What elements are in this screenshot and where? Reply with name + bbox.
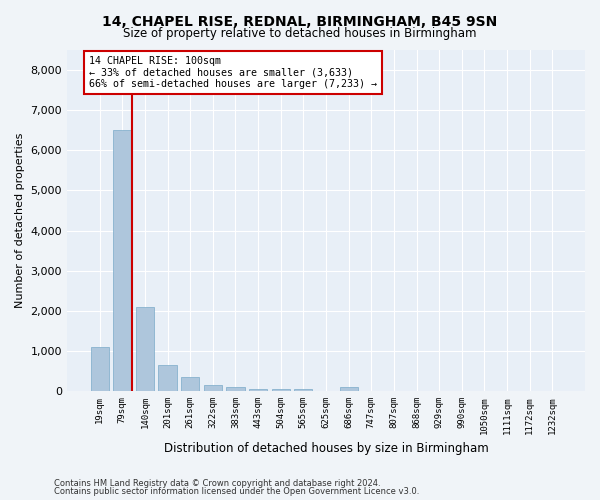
Bar	[295, 389, 313, 391]
Bar	[113, 130, 131, 391]
Text: Contains public sector information licensed under the Open Government Licence v3: Contains public sector information licen…	[54, 487, 419, 496]
Bar	[249, 389, 267, 391]
Bar	[204, 385, 222, 391]
Text: 14, CHAPEL RISE, REDNAL, BIRMINGHAM, B45 9SN: 14, CHAPEL RISE, REDNAL, BIRMINGHAM, B45…	[103, 15, 497, 29]
Text: Contains HM Land Registry data © Crown copyright and database right 2024.: Contains HM Land Registry data © Crown c…	[54, 479, 380, 488]
Bar	[272, 389, 290, 391]
Bar	[91, 347, 109, 391]
X-axis label: Distribution of detached houses by size in Birmingham: Distribution of detached houses by size …	[164, 442, 488, 455]
Text: Size of property relative to detached houses in Birmingham: Size of property relative to detached ho…	[123, 28, 477, 40]
Bar	[136, 307, 154, 391]
Bar	[340, 387, 358, 391]
Bar	[226, 387, 245, 391]
Bar	[181, 377, 199, 391]
Text: 14 CHAPEL RISE: 100sqm
← 33% of detached houses are smaller (3,633)
66% of semi-: 14 CHAPEL RISE: 100sqm ← 33% of detached…	[89, 56, 377, 89]
Y-axis label: Number of detached properties: Number of detached properties	[15, 133, 25, 308]
Bar	[158, 365, 176, 391]
